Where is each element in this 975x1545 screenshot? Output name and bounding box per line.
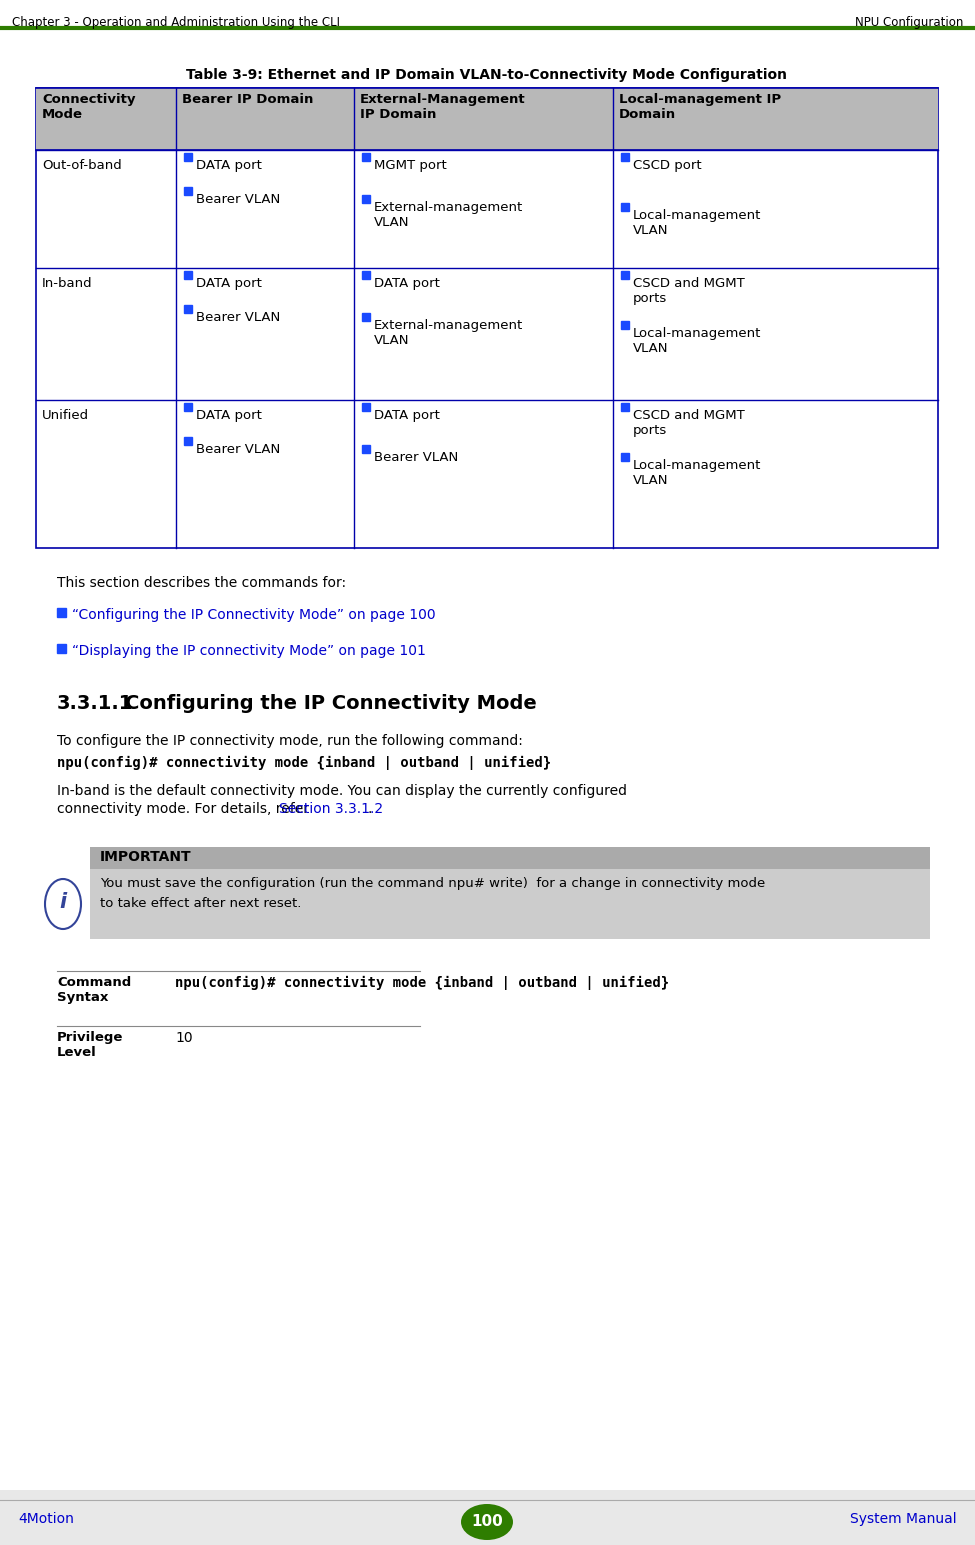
Bar bbox=[90, 847, 930, 868]
Text: IMPORTANT: IMPORTANT bbox=[100, 850, 192, 864]
Text: 10: 10 bbox=[175, 1031, 193, 1044]
Text: Table 3-9: Ethernet and IP Domain VLAN-to-Connectivity Mode Configuration: Table 3-9: Ethernet and IP Domain VLAN-t… bbox=[186, 68, 788, 82]
Text: Bearer IP Domain: Bearer IP Domain bbox=[182, 93, 313, 107]
Bar bbox=[621, 270, 629, 280]
Text: 3.3.1.1: 3.3.1.1 bbox=[57, 694, 134, 712]
Bar bbox=[621, 453, 629, 460]
Text: Out-of-band: Out-of-band bbox=[42, 159, 122, 171]
Bar bbox=[184, 270, 192, 280]
Ellipse shape bbox=[461, 1503, 513, 1540]
Text: Privilege
Level: Privilege Level bbox=[57, 1031, 124, 1058]
Text: Bearer VLAN: Bearer VLAN bbox=[196, 443, 280, 456]
Text: System Manual: System Manual bbox=[850, 1513, 957, 1526]
Bar bbox=[36, 88, 938, 548]
Bar bbox=[90, 847, 930, 939]
Text: DATA port: DATA port bbox=[196, 277, 262, 290]
Text: Connectivity
Mode: Connectivity Mode bbox=[42, 93, 136, 121]
Bar bbox=[57, 644, 66, 654]
Text: “Configuring the IP Connectivity Mode” on page 100: “Configuring the IP Connectivity Mode” o… bbox=[72, 609, 436, 623]
Text: External-management
VLAN: External-management VLAN bbox=[374, 318, 524, 348]
Text: To configure the IP connectivity mode, run the following command:: To configure the IP connectivity mode, r… bbox=[57, 734, 523, 748]
Text: MGMT port: MGMT port bbox=[374, 159, 447, 171]
Text: “Displaying the IP connectivity Mode” on page 101: “Displaying the IP connectivity Mode” on… bbox=[72, 644, 426, 658]
Text: DATA port: DATA port bbox=[374, 409, 440, 422]
Text: External-management
VLAN: External-management VLAN bbox=[374, 201, 524, 229]
Text: Bearer VLAN: Bearer VLAN bbox=[196, 311, 280, 324]
Text: i: i bbox=[59, 891, 66, 912]
Bar bbox=[184, 187, 192, 195]
Text: .: . bbox=[367, 802, 371, 816]
Text: Section 3.3.1.2: Section 3.3.1.2 bbox=[279, 802, 383, 816]
Bar bbox=[184, 304, 192, 314]
Bar bbox=[0, 1489, 975, 1545]
Bar bbox=[362, 403, 370, 411]
Text: DATA port: DATA port bbox=[196, 409, 262, 422]
Bar bbox=[362, 445, 370, 453]
Bar bbox=[362, 195, 370, 202]
Text: NPU Configuration: NPU Configuration bbox=[855, 15, 963, 29]
Text: to take effect after next reset.: to take effect after next reset. bbox=[100, 898, 301, 910]
Text: CSCD and MGMT
ports: CSCD and MGMT ports bbox=[633, 277, 745, 304]
Text: Bearer VLAN: Bearer VLAN bbox=[374, 451, 458, 464]
Bar bbox=[621, 321, 629, 329]
Bar bbox=[36, 88, 938, 150]
Text: Unified: Unified bbox=[42, 409, 89, 422]
Text: This section describes the commands for:: This section describes the commands for: bbox=[57, 576, 346, 590]
Text: Local-management
VLAN: Local-management VLAN bbox=[633, 459, 761, 487]
Text: Local-management IP
Domain: Local-management IP Domain bbox=[619, 93, 781, 121]
Text: Configuring the IP Connectivity Mode: Configuring the IP Connectivity Mode bbox=[125, 694, 537, 712]
Text: npu(config)# connectivity mode {inband | outband | unified}: npu(config)# connectivity mode {inband |… bbox=[57, 756, 551, 769]
Bar bbox=[184, 403, 192, 411]
Bar bbox=[621, 202, 629, 212]
Text: In-band: In-band bbox=[42, 277, 93, 290]
Bar bbox=[621, 153, 629, 161]
Bar bbox=[362, 270, 370, 280]
Text: You must save the configuration (run the command npu# write)  for a change in co: You must save the configuration (run the… bbox=[100, 878, 765, 890]
Bar bbox=[362, 153, 370, 161]
Text: Command
Syntax: Command Syntax bbox=[57, 976, 132, 1004]
Ellipse shape bbox=[45, 879, 81, 929]
Text: In-band is the default connectivity mode. You can display the currently configur: In-band is the default connectivity mode… bbox=[57, 783, 627, 799]
Text: Local-management
VLAN: Local-management VLAN bbox=[633, 328, 761, 355]
Text: Bearer VLAN: Bearer VLAN bbox=[196, 193, 280, 205]
Text: 4Motion: 4Motion bbox=[18, 1513, 74, 1526]
Text: DATA port: DATA port bbox=[374, 277, 440, 290]
Bar bbox=[184, 437, 192, 445]
Bar bbox=[184, 153, 192, 161]
Bar bbox=[57, 609, 66, 616]
Text: 100: 100 bbox=[471, 1514, 503, 1530]
Text: connectivity mode. For details, refer: connectivity mode. For details, refer bbox=[57, 802, 313, 816]
Text: Local-management
VLAN: Local-management VLAN bbox=[633, 209, 761, 236]
Text: External-Management
IP Domain: External-Management IP Domain bbox=[360, 93, 526, 121]
Text: CSCD port: CSCD port bbox=[633, 159, 702, 171]
Text: DATA port: DATA port bbox=[196, 159, 262, 171]
Bar bbox=[362, 314, 370, 321]
Text: Chapter 3 - Operation and Administration Using the CLI: Chapter 3 - Operation and Administration… bbox=[12, 15, 340, 29]
Text: npu(config)# connectivity mode {inband | outband | unified}: npu(config)# connectivity mode {inband |… bbox=[175, 976, 669, 990]
Bar bbox=[621, 403, 629, 411]
Text: CSCD and MGMT
ports: CSCD and MGMT ports bbox=[633, 409, 745, 437]
